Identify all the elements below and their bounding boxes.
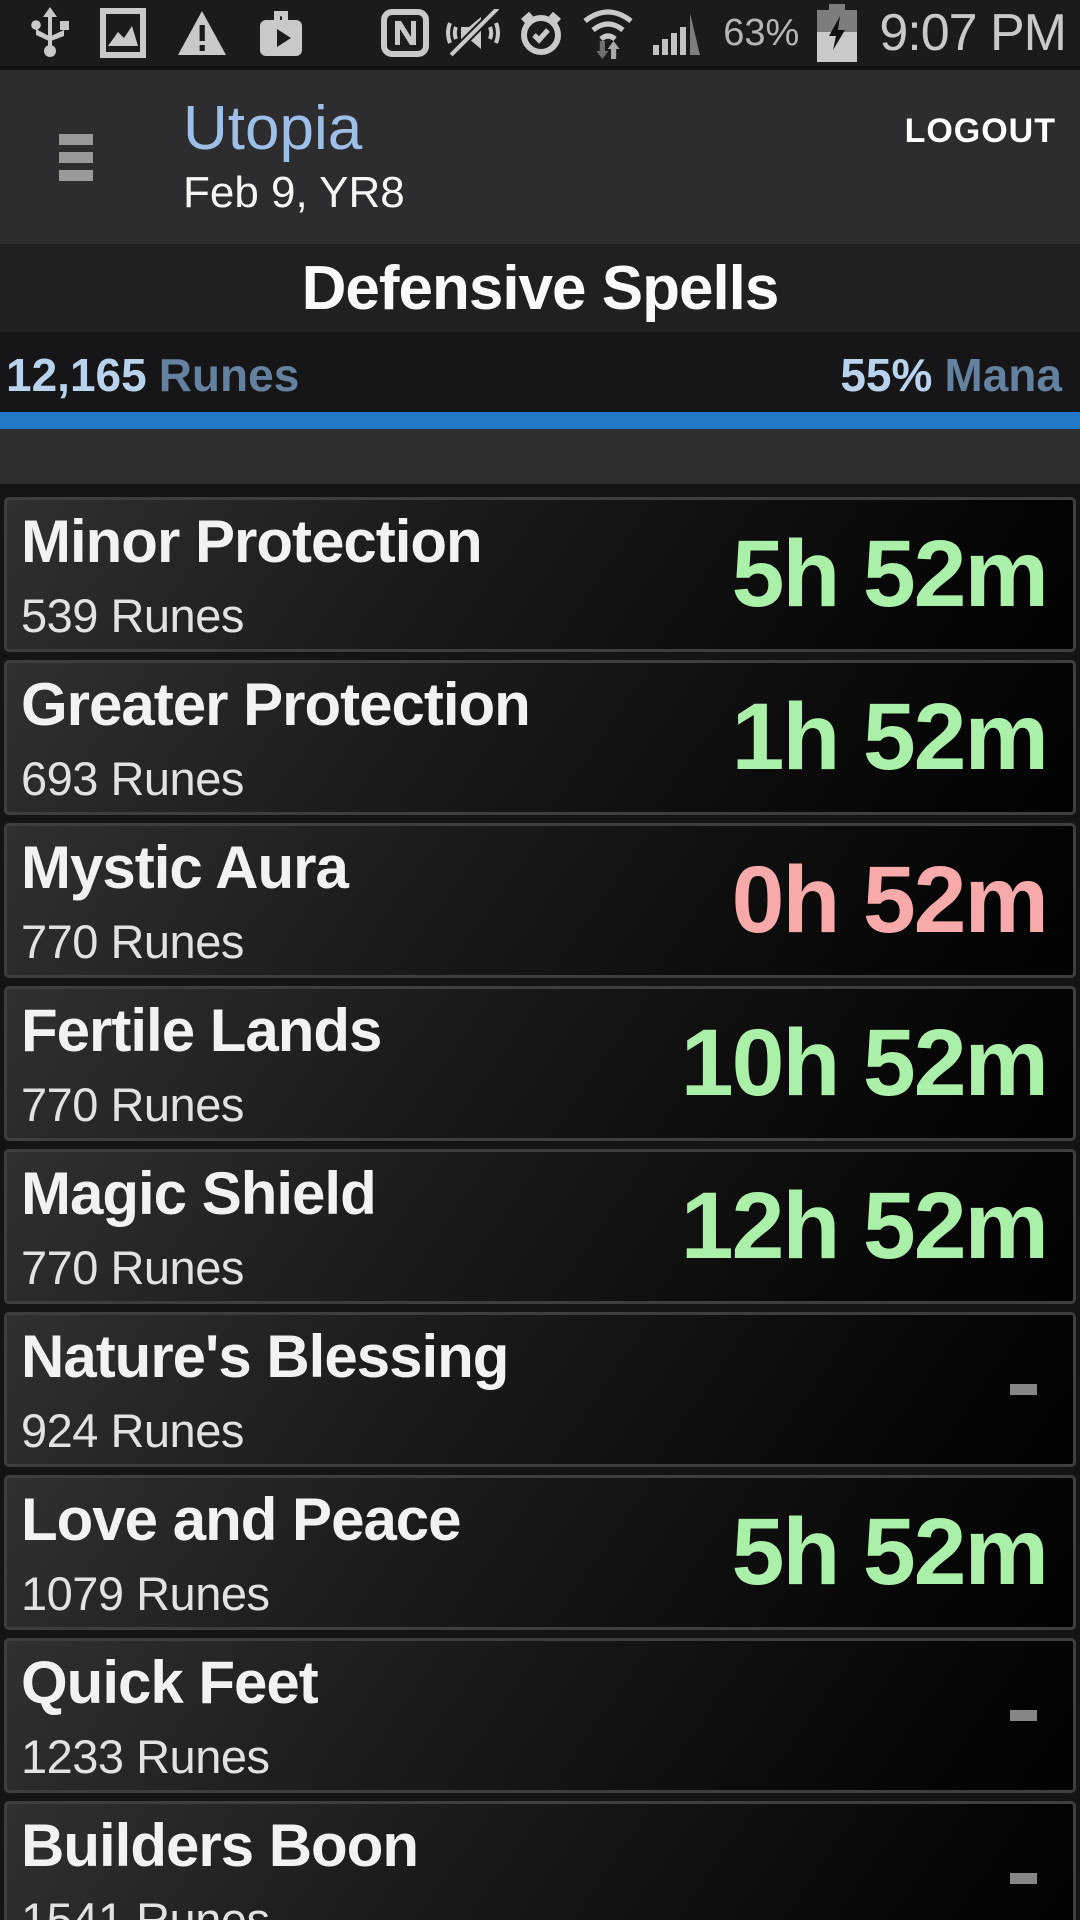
play-store-icon [260,11,302,56]
spell-row[interactable]: Magic Shield 770 Runes 12h 52m [4,1149,1076,1304]
spell-row[interactable]: Mystic Aura 770 Runes 0h 52m [4,823,1076,978]
runes-label: Runes [158,349,300,401]
spell-duration: 0h 52m [731,847,1049,953]
spell-row[interactable]: Fertile Lands 770 Runes 10h 52m [4,986,1076,1141]
spell-row[interactable]: Quick Feet 1233 Runes [4,1638,1076,1793]
screenshot-icon [100,8,146,58]
resource-bar: 12,165 Runes 55% Mana [0,332,1080,412]
menu-icon[interactable] [59,133,93,181]
spell-name: Mystic Aura [21,834,349,901]
mana-label: Mana [944,349,1062,401]
warning-icon [178,11,226,55]
status-bar-notifications [30,7,304,59]
mana-total: 55% Mana [840,348,1062,402]
spell-name: Minor Protection [21,508,483,575]
spell-row[interactable]: Greater Protection 693 Runes 1h 52m [4,660,1076,815]
clock-time: 9:07 PM [879,4,1067,62]
app-title: Utopia [183,94,363,164]
spell-name: Quick Feet [21,1649,319,1716]
runes-value: 12,165 [6,349,147,401]
battery-charging-icon [817,4,858,62]
usb-icon [31,7,69,57]
spell-list: Minor Protection 539 Runes 5h 52m Greate… [0,497,1080,1920]
spell-name: Love and Peace [21,1486,462,1553]
spell-cost: 770 Runes [21,915,244,968]
spell-name: Builders Boon [21,1812,419,1879]
spell-cost: 924 Runes [21,1404,244,1457]
signal-strength-icon [653,13,701,55]
spell-cost: 539 Runes [21,589,244,642]
app-header: Utopia Feb 9, YR8 LOGOUT [0,70,1080,244]
spell-name: Nature's Blessing [21,1323,509,1390]
spell-name: Magic Shield [21,1160,377,1227]
alarm-icon [521,11,562,55]
spell-name: Fertile Lands [21,997,382,1064]
runes-total: 12,165 Runes [6,348,299,402]
header-spacer [0,429,1080,484]
spell-row[interactable]: Builders Boon 1541 Runes [4,1801,1076,1920]
header-titles: Utopia Feb 9, YR8 [183,96,405,217]
nfc-icon [381,9,430,57]
inactive-dash [1010,1873,1037,1884]
spell-cost: 770 Runes [21,1078,244,1131]
spell-row[interactable]: Minor Protection 539 Runes 5h 52m [4,497,1076,652]
wifi-transfer-icon [583,9,633,59]
status-bar: 63% 9:07 PM [0,0,1080,70]
spell-cost: 1541 Runes [21,1893,270,1920]
spell-cost: 770 Runes [21,1241,244,1294]
spell-cost: 1079 Runes [21,1567,270,1620]
spell-row[interactable]: Love and Peace 1079 Runes 5h 52m [4,1475,1076,1630]
mana-value: 55% [840,349,933,401]
spell-duration: 5h 52m [731,1499,1049,1605]
game-date: Feb 9, YR8 [183,167,405,217]
spell-row[interactable]: Nature's Blessing 924 Runes [4,1312,1076,1467]
spell-cost: 693 Runes [21,752,244,805]
inactive-dash [1010,1710,1037,1721]
spell-cost: 1233 Runes [21,1730,270,1783]
inactive-dash [1010,1384,1037,1395]
mana-progress-bar [0,412,1080,429]
vibrate-mute-icon [446,9,502,57]
battery-percent: 63% [723,11,800,54]
spell-duration: 5h 52m [731,521,1049,627]
logout-button[interactable]: LOGOUT [904,111,1056,150]
spell-name: Greater Protection [21,671,531,738]
spell-duration: 12h 52m [680,1173,1049,1279]
page-title: Defensive Spells [0,244,1080,332]
spell-duration: 1h 52m [731,684,1049,790]
status-bar-system: 63% 9:07 PM [381,3,1067,63]
spell-duration: 10h 52m [680,1010,1049,1116]
